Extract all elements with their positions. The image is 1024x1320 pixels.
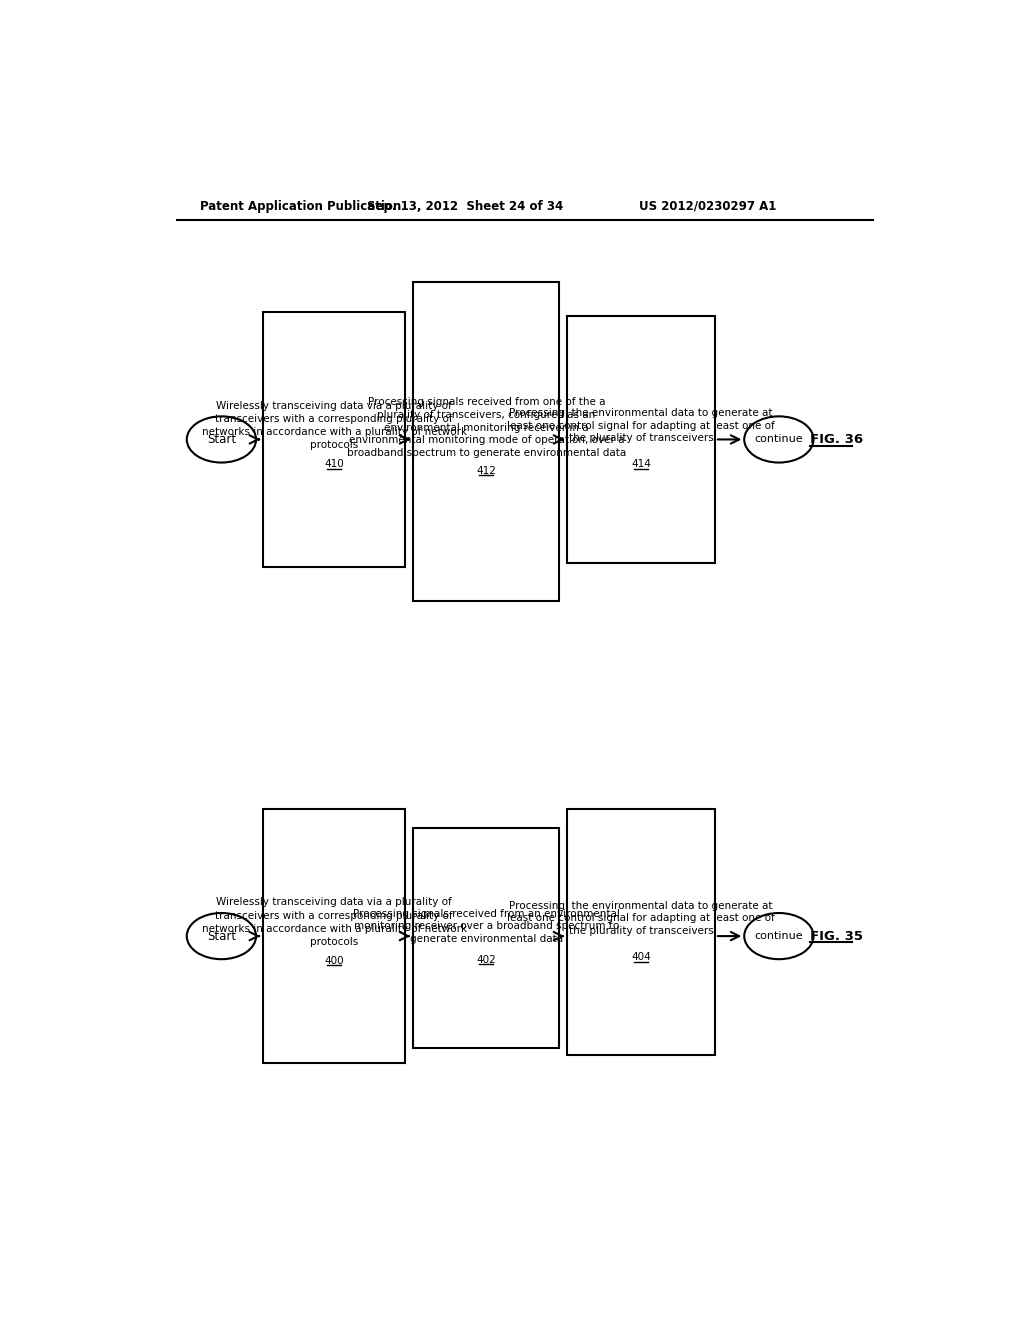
Bar (413, 829, 559, 1048)
Text: Processing signals received from one of the a
plurality of transceivers, configu: Processing signals received from one of … (347, 397, 626, 458)
Text: 400: 400 (325, 956, 344, 966)
Text: US 2012/0230297 A1: US 2012/0230297 A1 (639, 199, 776, 213)
Text: 402: 402 (476, 954, 497, 965)
Bar (567, 317, 715, 562)
Text: Processing  the environmental data to generate at
least one control signal for a: Processing the environmental data to gen… (507, 408, 775, 444)
Text: continue: continue (755, 931, 803, 941)
Bar (567, 809, 715, 1056)
Text: Start: Start (207, 929, 236, 942)
Text: Patent Application Publication: Patent Application Publication (200, 199, 401, 213)
Text: Processing signals received from an environmental
monitoring receiver over a bro: Processing signals received from an envi… (353, 908, 620, 944)
Ellipse shape (744, 913, 813, 960)
Text: 414: 414 (631, 459, 651, 469)
Ellipse shape (186, 913, 256, 960)
Ellipse shape (186, 416, 256, 462)
Text: 404: 404 (631, 952, 651, 962)
Bar (263, 809, 406, 1063)
Bar (263, 313, 406, 566)
Text: Start: Start (207, 433, 236, 446)
Ellipse shape (744, 416, 813, 462)
Text: 410: 410 (325, 459, 344, 469)
Text: Wirelessly transceiving data via a plurality of
transceivers with a correspondin: Wirelessly transceiving data via a plura… (202, 401, 467, 450)
Text: FIG. 35: FIG. 35 (810, 929, 862, 942)
Text: Processing  the environmental data to generate at
least one control signal for a: Processing the environmental data to gen… (507, 900, 775, 936)
Text: Wirelessly transceiving data via a plurality of
transceivers with a correspondin: Wirelessly transceiving data via a plura… (202, 898, 467, 946)
Text: continue: continue (755, 434, 803, 445)
Bar (413, 281, 559, 601)
Text: FIG. 36: FIG. 36 (810, 433, 863, 446)
Text: Sep. 13, 2012  Sheet 24 of 34: Sep. 13, 2012 Sheet 24 of 34 (368, 199, 563, 213)
Text: 412: 412 (476, 466, 497, 475)
